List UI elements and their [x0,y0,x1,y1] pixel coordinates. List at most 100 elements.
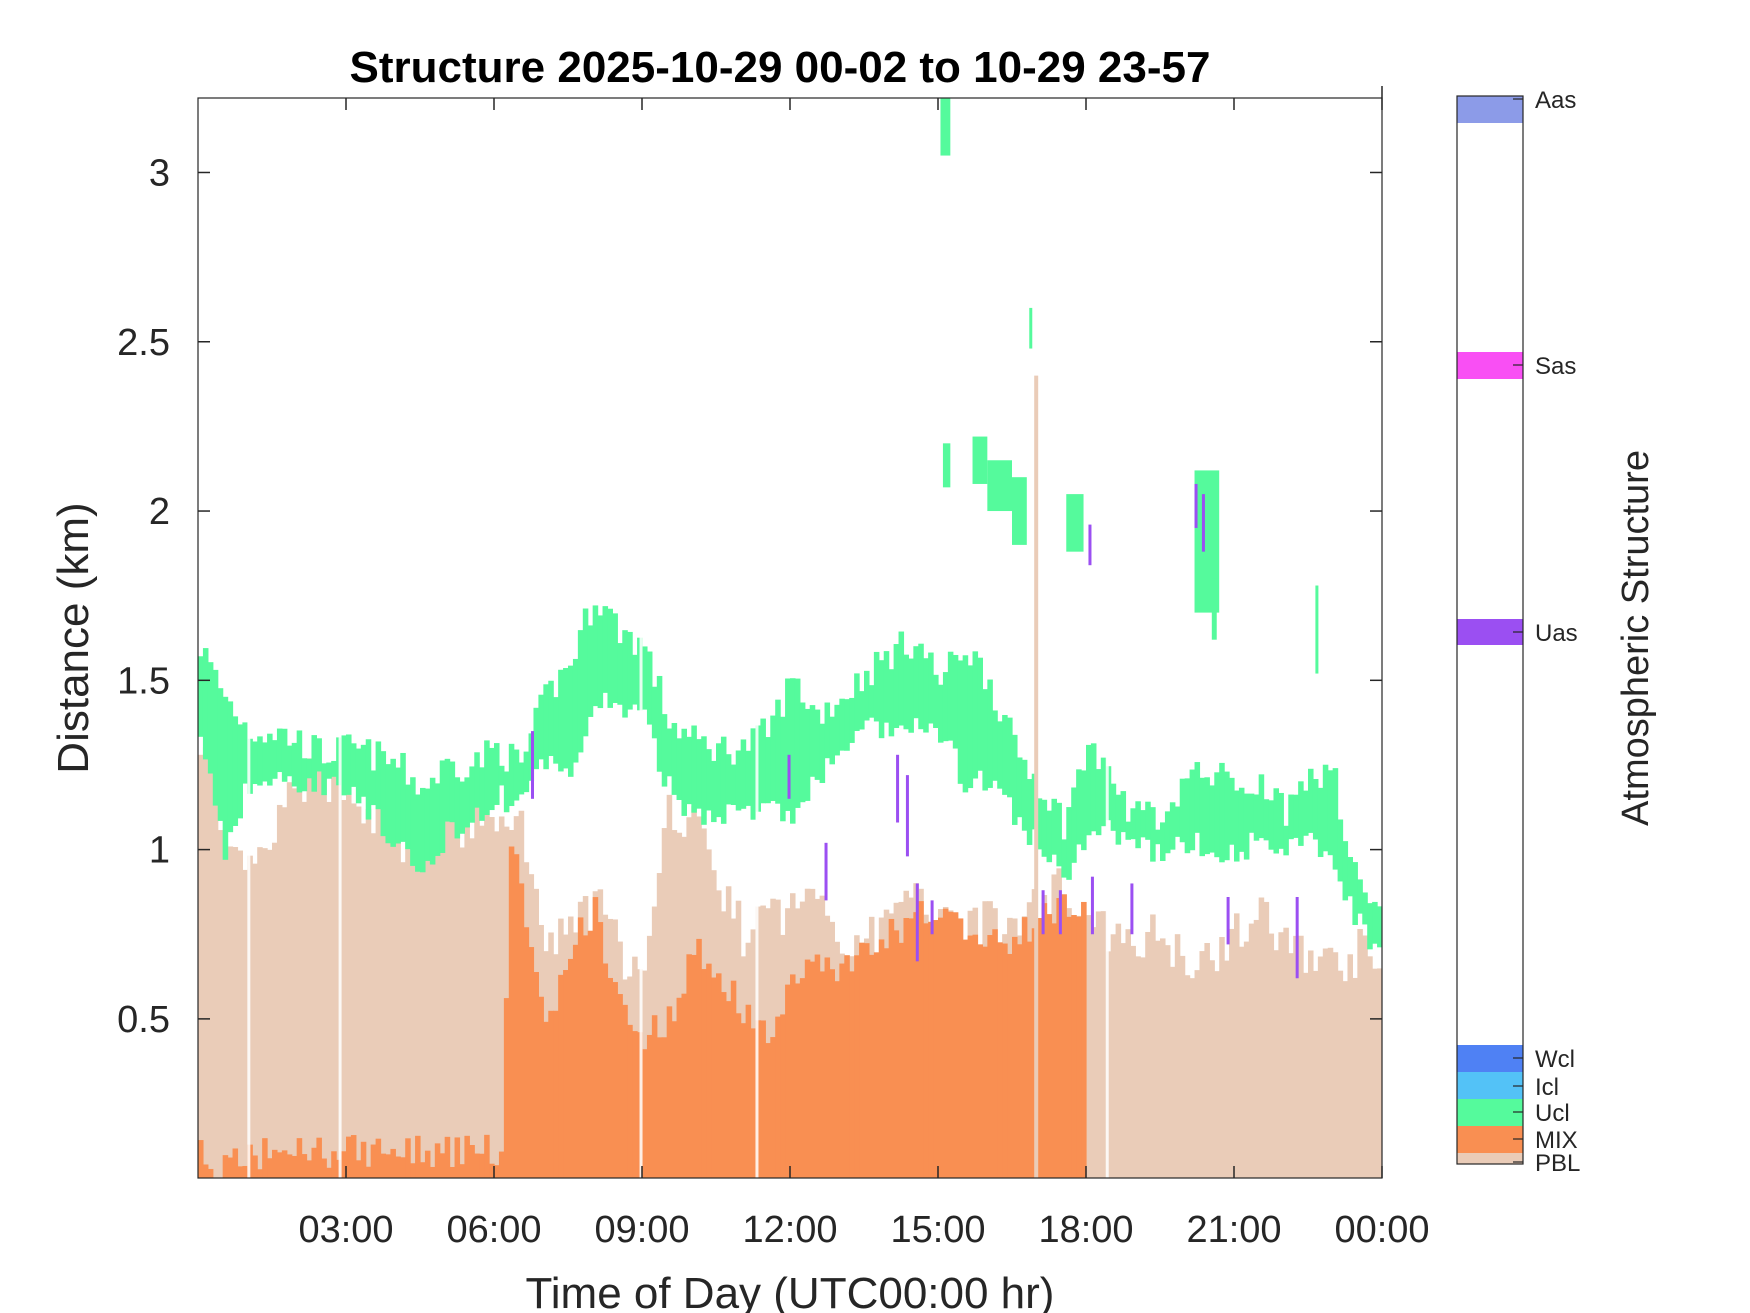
ucl-column [439,760,446,853]
mix-column [686,954,692,1178]
mix-column [923,923,929,1178]
ucl-column [1238,787,1245,852]
pbl-column [380,816,387,1178]
mix-column [548,1010,554,1178]
mix-column [893,930,900,1178]
ucl-column [888,669,895,737]
ucl-column [1327,770,1334,856]
pbl-column [222,846,229,1178]
pbl-column [1100,911,1107,1178]
pbl-column [1293,935,1299,1178]
ucl-column [1229,777,1235,845]
mix-column [449,1166,456,1178]
ucl-column [1002,714,1008,795]
ucl-column [612,613,618,703]
pbl-column [1229,928,1235,1178]
plot-area [198,98,1382,1178]
pbl-column [1312,970,1319,1178]
ucl-column [424,788,431,861]
ucl-column [691,725,697,813]
ucl-column [661,714,668,787]
pbl-column [484,804,490,1178]
mix-column [997,942,1003,1178]
colorbar-swatch-sas [1457,352,1523,379]
mix-column [464,1135,470,1178]
ucl-column [331,760,337,777]
x-tick-label: 18:00 [1038,1209,1133,1251]
pbl-column [1120,943,1127,1178]
ucl-column [592,605,599,707]
ucl-column [947,651,954,741]
ucl-column [272,740,278,779]
ucl-column [1283,825,1289,856]
mix-column [1007,953,1013,1178]
colorbar-label-icl: Icl [1535,1074,1559,1101]
ucl-column [296,730,303,793]
ucl-column [1140,810,1146,838]
ucl-column [1293,794,1299,838]
ucl-column [735,750,742,811]
mix-column [790,974,796,1178]
pbl-column [434,850,441,1178]
ucl-column [750,728,757,820]
ucl-column [420,787,426,873]
mix-column [799,978,806,1178]
ucl-column [987,679,993,788]
ucl-column [646,651,653,725]
mix-column [632,1031,638,1178]
ucl-column [933,674,939,728]
ucl-column [1086,744,1092,836]
mix-column [696,938,702,1178]
ucl-column [854,673,860,731]
pbl-column [439,826,446,1178]
mix-column [957,918,964,1178]
ucl-column [281,728,288,782]
ucl-column [1189,769,1196,851]
mix-column [227,1157,234,1178]
pbl-column [1150,914,1156,1178]
mix-column [844,955,850,1178]
ucl-column [1179,778,1186,843]
pbl-column [405,839,411,1178]
y-axis: 0.5 1 1.5 2 2.5 3 [117,152,1382,1041]
ucl-column [760,718,766,804]
ucl-column [972,651,979,779]
pbl-column [1095,911,1102,1178]
ucl-column [1312,778,1319,840]
pbl-column [1253,919,1260,1178]
mix-column [854,955,860,1178]
ucl-column [918,643,924,730]
pbl-column [370,833,377,1178]
mix-column [740,1023,747,1178]
ucl-column [484,740,490,815]
ucl-column [395,767,401,844]
ucl-column [873,651,880,722]
ucl-column [883,651,890,723]
pbl-column [281,807,288,1178]
ucl-column [908,658,914,733]
mix-column [242,1165,248,1178]
ucl-column [632,654,638,705]
pbl-column [202,747,209,1178]
x-tick-label: 12:00 [742,1209,837,1251]
ucl-column [400,752,406,842]
ucl-column [1357,879,1363,914]
ucl-column [415,794,421,872]
pbl-column [1155,940,1161,1178]
uas-mark [824,842,828,901]
pbl-column [286,782,293,1178]
pbl-column [217,830,224,1178]
pbl-column [1342,981,1349,1178]
pbl-column [459,847,465,1178]
mix-column [834,981,840,1178]
mix-column [607,977,613,1178]
mix-column [528,947,535,1178]
ucl-column [627,631,633,710]
pbl-column [1327,947,1334,1178]
ucl-column [819,723,826,784]
pbl-column [212,797,219,1178]
pbl-column [1248,923,1255,1178]
mix-column [577,917,584,1178]
mix-column [331,1151,337,1178]
ucl-column [864,670,870,721]
